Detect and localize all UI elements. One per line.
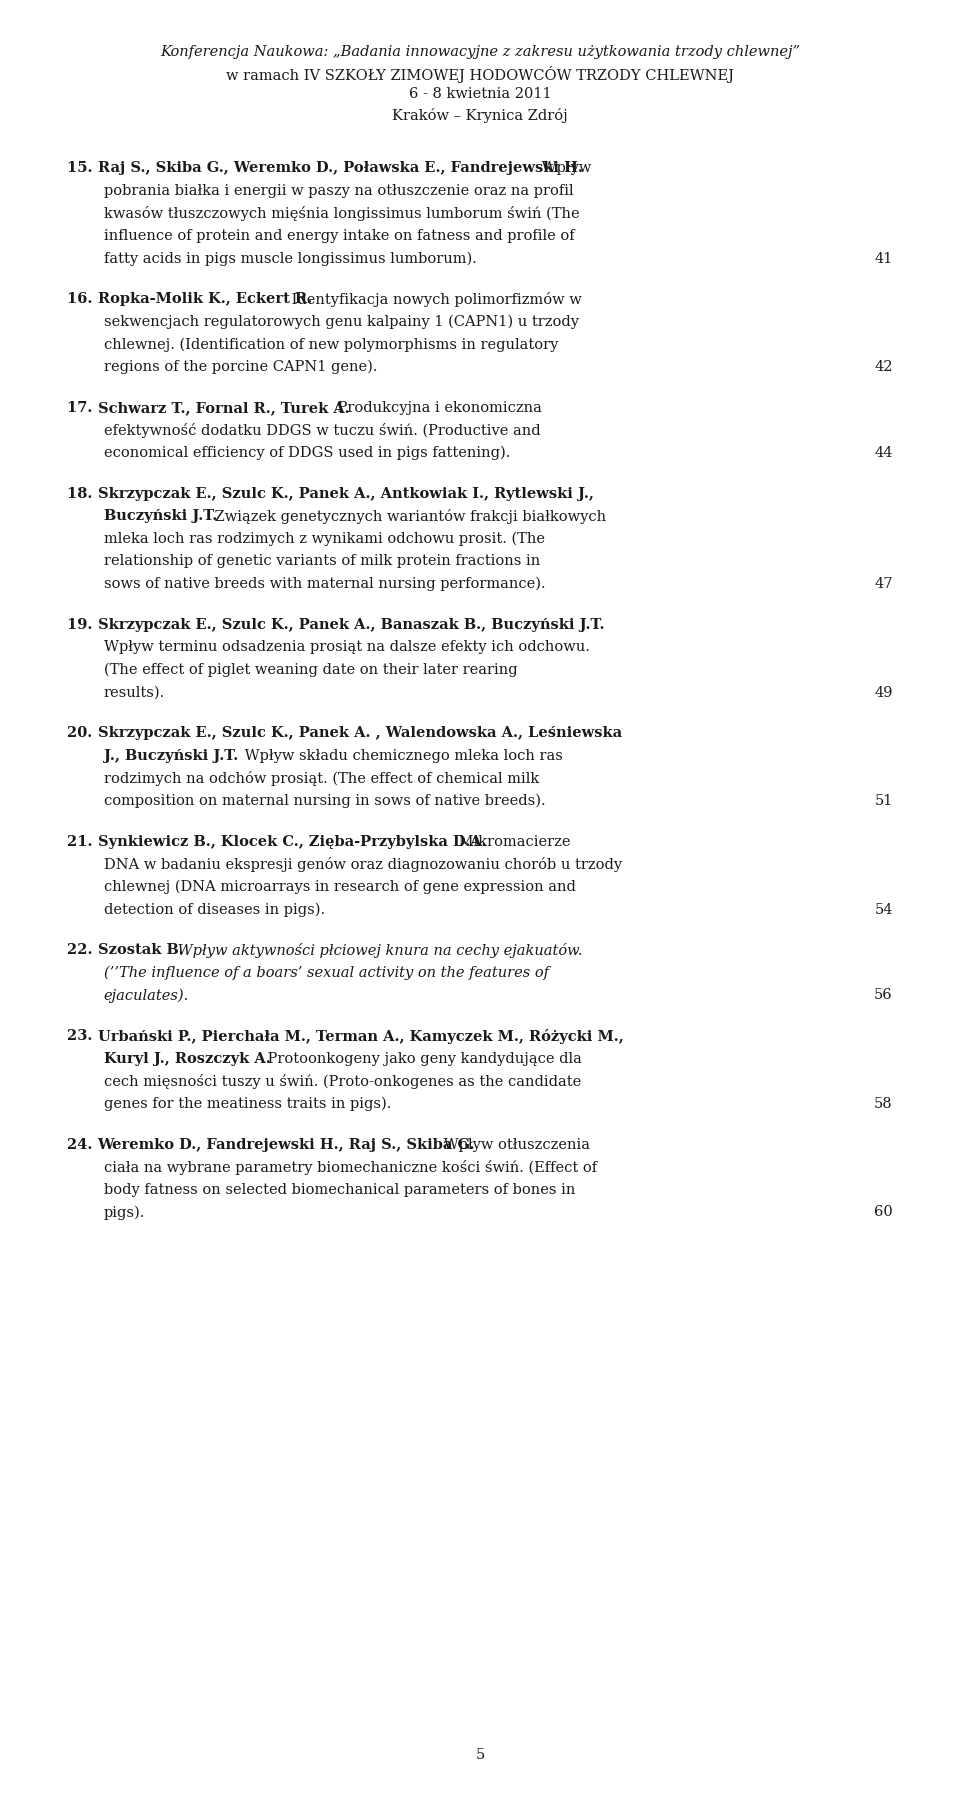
Text: regions of the porcine CAPN1 gene).: regions of the porcine CAPN1 gene).: [104, 361, 377, 375]
Text: Kraków – Krynica Zdrój: Kraków – Krynica Zdrój: [392, 108, 568, 124]
Text: economical efficiency of DDGS used in pigs fattening).: economical efficiency of DDGS used in pi…: [104, 447, 510, 461]
Text: 47: 47: [875, 578, 893, 590]
Text: Protoonkogeny jako geny kandydujące dla: Protoonkogeny jako geny kandydujące dla: [263, 1051, 582, 1066]
Text: chlewnej. (Identification of new polymorphisms in regulatory: chlewnej. (Identification of new polymor…: [104, 337, 558, 352]
Text: genes for the meatiness traits in pigs).: genes for the meatiness traits in pigs).: [104, 1096, 391, 1110]
Text: efektywność dodatku DDGS w tuczu świń. (Productive and: efektywność dodatku DDGS w tuczu świń. (…: [104, 423, 540, 438]
Text: 6 - 8 kwietnia 2011: 6 - 8 kwietnia 2011: [409, 88, 551, 100]
Text: Skrzypczak E., Szulc K., Panek A. , Walendowska A., Leśniewska: Skrzypczak E., Szulc K., Panek A. , Wale…: [98, 727, 622, 741]
Text: 56: 56: [875, 988, 893, 1003]
Text: Mikromacierze: Mikromacierze: [454, 834, 570, 849]
Text: Kuryl J., Roszczyk A.: Kuryl J., Roszczyk A.: [104, 1051, 271, 1066]
Text: 44: 44: [875, 447, 893, 459]
Text: relationship of genetic variants of milk protein fractions in: relationship of genetic variants of milk…: [104, 554, 540, 569]
Text: 24.: 24.: [67, 1137, 98, 1152]
Text: sows of native breeds with maternal nursing performance).: sows of native breeds with maternal nurs…: [104, 578, 545, 592]
Text: results).: results).: [104, 685, 165, 700]
Text: Schwarz T., Fornal R., Turek A.: Schwarz T., Fornal R., Turek A.: [98, 400, 349, 414]
Text: 18.: 18.: [67, 486, 98, 501]
Text: 16.: 16.: [67, 292, 98, 307]
Text: Produkcyjna i ekonomiczna: Produkcyjna i ekonomiczna: [332, 400, 541, 414]
Text: 21.: 21.: [67, 834, 98, 849]
Text: Skrzypczak E., Szulc K., Panek A., Antkowiak I., Rytlewski J.,: Skrzypczak E., Szulc K., Panek A., Antko…: [98, 486, 593, 501]
Text: ejaculates).: ejaculates).: [104, 988, 189, 1003]
Text: 58: 58: [875, 1096, 893, 1110]
Text: chlewnej (DNA microarrays in research of gene expression and: chlewnej (DNA microarrays in research of…: [104, 881, 576, 895]
Text: 42: 42: [875, 361, 893, 375]
Text: Synkiewicz B., Klocek C., Zięba-Przybylska D.A.: Synkiewicz B., Klocek C., Zięba-Przybyls…: [98, 834, 486, 849]
Text: 49: 49: [875, 685, 893, 700]
Text: ciała na wybrane parametry biomechaniczne kości świń. (Effect of: ciała na wybrane parametry biomechaniczn…: [104, 1161, 597, 1175]
Text: Buczyński J.T.: Buczyński J.T.: [104, 509, 217, 524]
Text: Związek genetycznych wariantów frakcji białkowych: Związek genetycznych wariantów frakcji b…: [210, 509, 606, 524]
Text: (’’The influence of a boars’ sexual activity on the features of: (’’The influence of a boars’ sexual acti…: [104, 965, 549, 980]
Text: (The effect of piglet weaning date on their later rearing: (The effect of piglet weaning date on th…: [104, 664, 517, 678]
Text: Ropka-Molik K., Eckert R.: Ropka-Molik K., Eckert R.: [98, 292, 312, 307]
Text: 5: 5: [475, 1747, 485, 1762]
Text: 15.: 15.: [67, 161, 98, 176]
Text: 23.: 23.: [67, 1030, 98, 1042]
Text: Wpływ terminu odsadzenia prosiąt na dalsze efekty ich odchowu.: Wpływ terminu odsadzenia prosiąt na dals…: [104, 640, 589, 655]
Text: cech mięsności tuszy u świń. (Proto-onkogenes as the candidate: cech mięsności tuszy u świń. (Proto-onko…: [104, 1075, 581, 1089]
Text: Konferencja Naukowa: „Badania innowacyjne z zakresu użytkowania trzody chlewnej”: Konferencja Naukowa: „Badania innowacyjn…: [160, 45, 800, 59]
Text: rodzimych na odchów prosiąt. (The effect of chemical milk: rodzimych na odchów prosiąt. (The effect…: [104, 771, 539, 786]
Text: composition on maternal nursing in sows of native breeds).: composition on maternal nursing in sows …: [104, 795, 545, 809]
Text: Raj S., Skiba G., Weremko D., Poławska E., Fandrejewski H.: Raj S., Skiba G., Weremko D., Poławska E…: [98, 161, 583, 176]
Text: Identyfikacja nowych polimorfizmów w: Identyfikacja nowych polimorfizmów w: [287, 292, 582, 307]
Text: mleka loch ras rodzimych z wynikami odchowu prosit. (The: mleka loch ras rodzimych z wynikami odch…: [104, 531, 544, 545]
Text: body fatness on selected biomechanical parameters of bones in: body fatness on selected biomechanical p…: [104, 1182, 575, 1197]
Text: J., Buczyński J.T.: J., Buczyński J.T.: [104, 748, 238, 762]
Text: pobrania białka i energii w paszy na otłuszczenie oraz na profil: pobrania białka i energii w paszy na otł…: [104, 183, 573, 197]
Text: 54: 54: [875, 902, 893, 917]
Text: Wpływ otłuszczenia: Wpływ otłuszczenia: [439, 1137, 589, 1152]
Text: kwasów tłuszczowych mięśnia longissimus lumborum świń (The: kwasów tłuszczowych mięśnia longissimus …: [104, 206, 579, 221]
Text: Wpływ składu chemicznego mleka loch ras: Wpływ składu chemicznego mleka loch ras: [240, 748, 564, 762]
Text: Weremko D., Fandrejewski H., Raj S., Skiba G.: Weremko D., Fandrejewski H., Raj S., Ski…: [98, 1137, 475, 1152]
Text: Urbański P., Pierchała M., Terman A., Kamyczek M., Różycki M.,: Urbański P., Pierchała M., Terman A., Ka…: [98, 1030, 623, 1044]
Text: Skrzypczak E., Szulc K., Panek A., Banaszak B., Buczyński J.T.: Skrzypczak E., Szulc K., Panek A., Banas…: [98, 617, 604, 631]
Text: fatty acids in pigs muscle longissimus lumborum).: fatty acids in pigs muscle longissimus l…: [104, 251, 476, 266]
Text: influence of protein and energy intake on fatness and profile of: influence of protein and energy intake o…: [104, 230, 574, 242]
Text: Wpływ aktywności płciowej knura na cechy ejakuatów.: Wpływ aktywności płciowej knura na cechy…: [174, 944, 583, 958]
Text: pigs).: pigs).: [104, 1206, 145, 1220]
Text: 20.: 20.: [67, 727, 98, 741]
Text: Szostak B.: Szostak B.: [98, 944, 183, 958]
Text: 60: 60: [874, 1206, 893, 1220]
Text: DNA w badaniu ekspresji genów oraz diagnozowaniu chorób u trzody: DNA w badaniu ekspresji genów oraz diagn…: [104, 858, 622, 872]
Text: Wpływ: Wpływ: [538, 161, 591, 176]
Text: 19.: 19.: [67, 617, 98, 631]
Text: 51: 51: [875, 795, 893, 807]
Text: 22.: 22.: [67, 944, 98, 958]
Text: w ramach IV SZKOŁY ZIMOWEJ HODOWCÓW TRZODY CHLEWNEJ: w ramach IV SZKOŁY ZIMOWEJ HODOWCÓW TRZO…: [226, 66, 734, 83]
Text: 41: 41: [875, 251, 893, 266]
Text: sekwencjach regulatorowych genu kalpainy 1 (CAPN1) u trzody: sekwencjach regulatorowych genu kalpainy…: [104, 316, 579, 330]
Text: detection of diseases in pigs).: detection of diseases in pigs).: [104, 902, 324, 917]
Text: 17.: 17.: [67, 400, 98, 414]
